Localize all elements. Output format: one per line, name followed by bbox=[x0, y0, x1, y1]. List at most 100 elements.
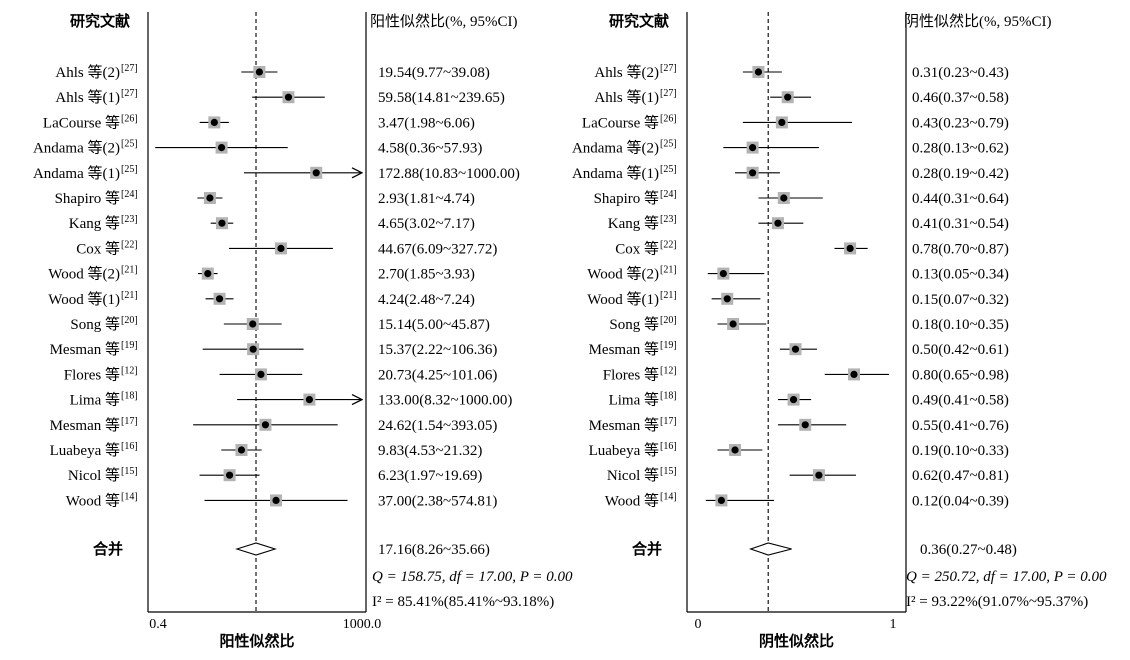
heterogeneity-i2: I² = 93.22%(91.07%~95.37%) bbox=[906, 594, 1088, 610]
header-study: 研究文献 bbox=[609, 12, 669, 30]
ratio-value: 4.65(3.02~7.17) bbox=[378, 216, 475, 232]
ratio-value: 0.28(0.13~0.62) bbox=[912, 141, 1009, 157]
study-reference: [17] bbox=[121, 416, 138, 427]
study-reference: [24] bbox=[660, 189, 677, 200]
header-ratio: 阴性似然比(%, 95%CI) bbox=[904, 13, 1051, 30]
ratio-value: 133.00(8.32~1000.00) bbox=[378, 393, 512, 409]
estimate-point bbox=[257, 370, 265, 378]
ratio-value: 0.49(0.41~0.58) bbox=[912, 393, 1009, 409]
study-label: Cox 等 bbox=[76, 239, 120, 257]
ratio-value: 0.19(0.10~0.33) bbox=[912, 443, 1009, 459]
estimate-point bbox=[749, 169, 757, 177]
estimate-point bbox=[719, 270, 727, 278]
ratio-value: 24.62(1.54~393.05) bbox=[378, 418, 497, 434]
ratio-value: 0.13(0.05~0.34) bbox=[912, 267, 1009, 283]
study-reference: [27] bbox=[660, 88, 677, 99]
ratio-value: 0.44(0.31~0.64) bbox=[912, 191, 1009, 207]
study-label: Ahls 等(2) bbox=[55, 63, 120, 81]
pooled-value: 0.36(0.27~0.48) bbox=[920, 542, 1017, 558]
x-axis-label: 阳性似然比 bbox=[219, 632, 294, 650]
estimate-point bbox=[237, 446, 246, 454]
ratio-value: 15.14(5.00~45.87) bbox=[378, 317, 490, 333]
heterogeneity-q: Q = 158.75, df = 17.00, P = 0.00 bbox=[372, 569, 573, 585]
ratio-value: 44.67(6.09~327.72) bbox=[378, 241, 497, 257]
study-label: Mesman 等 bbox=[589, 416, 659, 434]
ratio-value: 0.12(0.04~0.39) bbox=[912, 493, 1009, 509]
study-reference: [25] bbox=[121, 164, 138, 175]
study-reference: [15] bbox=[121, 466, 138, 477]
header-ratio: 阳性似然比(%, 95%CI) bbox=[370, 13, 517, 30]
study-label: Ahls 等(1) bbox=[55, 88, 120, 106]
study-label: Song 等 bbox=[609, 315, 659, 333]
estimate-point bbox=[729, 320, 737, 328]
study-reference: [24] bbox=[121, 189, 138, 200]
forest-panel-1: 研究文献 阳性似然比(%, 95%CI) 0.4 1000.0 阳性似然比 Ahls 等(… bbox=[33, 12, 573, 650]
estimate-point bbox=[754, 68, 763, 76]
estimate-point bbox=[249, 345, 257, 353]
pooled-diamond bbox=[748, 542, 792, 556]
study-label: Andama 等(2) bbox=[572, 139, 659, 157]
estimate-point bbox=[774, 219, 782, 227]
study-reference: [17] bbox=[660, 416, 677, 427]
study-reference: [18] bbox=[121, 391, 138, 402]
ratio-value: 0.41(0.31~0.54) bbox=[912, 216, 1009, 232]
study-label: Mesman 等 bbox=[50, 340, 120, 358]
x-axis-label: 阴性似然比 bbox=[759, 632, 834, 650]
ratio-value: 2.70(1.85~3.93) bbox=[378, 267, 475, 283]
ratio-value: 0.80(0.65~0.98) bbox=[912, 367, 1009, 383]
study-reference: [12] bbox=[121, 365, 138, 376]
study-label: Flores 等 bbox=[64, 365, 120, 383]
study-label: Wood 等(1) bbox=[587, 290, 659, 308]
study-reference: [15] bbox=[660, 466, 677, 477]
estimate-point bbox=[284, 93, 293, 101]
header-study: 研究文献 bbox=[70, 12, 130, 30]
study-reference: [27] bbox=[660, 63, 677, 74]
ratio-value: 15.37(2.22~106.36) bbox=[378, 342, 497, 358]
ratio-value: 0.43(0.23~0.79) bbox=[912, 115, 1009, 131]
study-reference: [25] bbox=[660, 164, 677, 175]
estimate-point bbox=[217, 144, 226, 152]
forest-panel-2: 研究文献 阴性似然比(%, 95%CI) 0 1 阴性似然比 Ahls 等(2) [27] 0… bbox=[572, 12, 1107, 650]
study-reference: [14] bbox=[121, 491, 138, 502]
estimate-point bbox=[731, 446, 739, 454]
estimate-point bbox=[778, 118, 786, 126]
ratio-value: 0.28(0.19~0.42) bbox=[912, 166, 1009, 182]
x-tick-label: 0.4 bbox=[149, 617, 167, 632]
x-tick-label: 0 bbox=[695, 617, 702, 632]
study-reference: [14] bbox=[660, 491, 677, 502]
ratio-value: 59.58(14.81~239.65) bbox=[378, 90, 505, 106]
study-reference: [21] bbox=[660, 265, 677, 276]
study-label: Kang 等 bbox=[608, 214, 659, 232]
estimate-point bbox=[204, 270, 212, 278]
estimate-point bbox=[791, 345, 800, 353]
estimate-point bbox=[215, 295, 224, 303]
study-reference: [23] bbox=[121, 214, 138, 225]
study-reference: [25] bbox=[121, 139, 138, 150]
study-label: Andama 等(1) bbox=[33, 164, 120, 182]
estimate-point bbox=[784, 93, 792, 101]
study-reference: [19] bbox=[121, 340, 138, 351]
estimate-point bbox=[312, 169, 320, 177]
estimate-point bbox=[789, 396, 798, 404]
pooled-label: 合并 bbox=[92, 540, 123, 558]
study-label: Song 等 bbox=[70, 315, 120, 333]
study-reference: [25] bbox=[660, 139, 677, 150]
study-reference: [26] bbox=[121, 113, 138, 124]
study-label: Nicol 等 bbox=[607, 466, 659, 484]
study-reference: [21] bbox=[121, 290, 138, 301]
ratio-value: 20.73(4.25~101.06) bbox=[378, 367, 497, 383]
study-reference: [18] bbox=[660, 391, 677, 402]
study-label: Lima 等 bbox=[609, 391, 659, 409]
study-label: Cox 等 bbox=[615, 239, 659, 257]
study-label: Kang 等 bbox=[69, 214, 120, 232]
study-reference: [23] bbox=[660, 214, 677, 225]
ratio-value: 4.24(2.48~7.24) bbox=[378, 292, 475, 308]
ratio-value: 0.18(0.10~0.35) bbox=[912, 317, 1009, 333]
study-reference: [16] bbox=[121, 441, 138, 452]
estimate-point bbox=[846, 244, 854, 252]
pooled-diamond bbox=[235, 542, 277, 556]
ratio-value: 37.00(2.38~574.81) bbox=[378, 493, 497, 509]
study-reference: [21] bbox=[660, 290, 677, 301]
estimate-point bbox=[749, 144, 757, 152]
study-reference: [27] bbox=[121, 88, 138, 99]
